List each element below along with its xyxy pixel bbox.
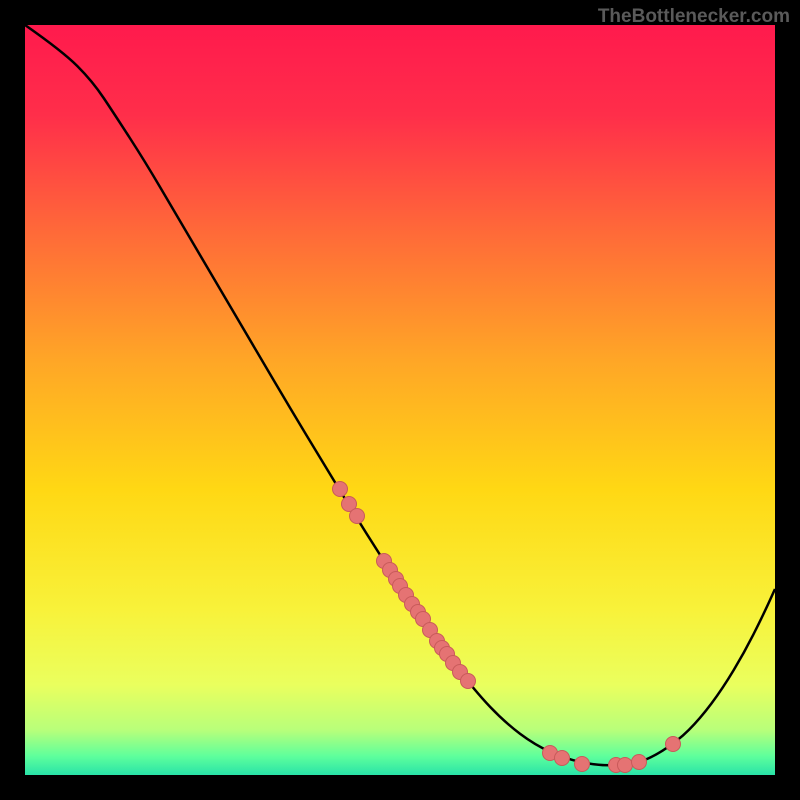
data-point bbox=[460, 673, 476, 689]
data-point bbox=[665, 736, 681, 752]
plot-area bbox=[25, 25, 775, 775]
data-point bbox=[349, 508, 365, 524]
data-point bbox=[332, 481, 348, 497]
dots-layer bbox=[25, 25, 775, 775]
data-point bbox=[554, 750, 570, 766]
watermark: TheBottlenecker.com bbox=[598, 6, 790, 28]
data-point bbox=[631, 754, 647, 770]
data-point bbox=[574, 756, 590, 772]
chart-container: TheBottlenecker.com bbox=[0, 0, 800, 800]
